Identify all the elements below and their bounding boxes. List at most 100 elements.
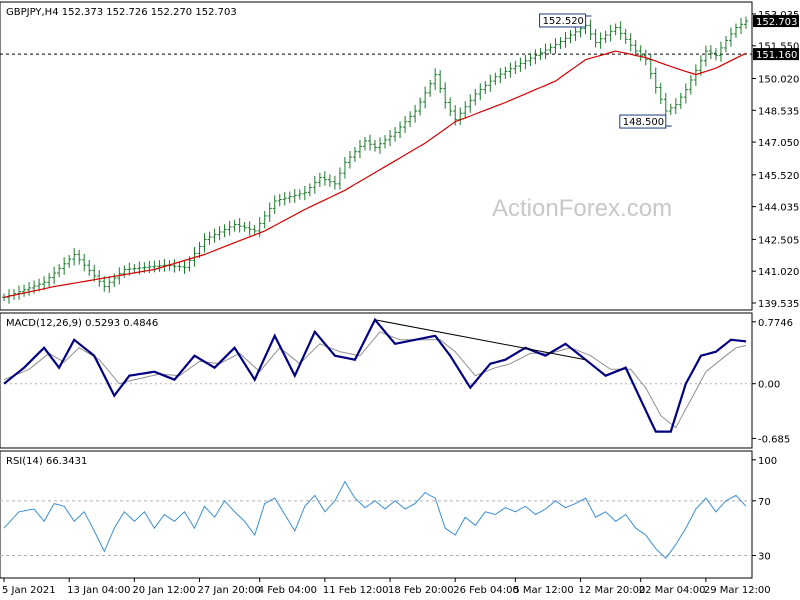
price-bar: [448, 97, 453, 117]
time-tick-label: 4 Feb 04:00: [258, 585, 317, 596]
price-annotation-label: 152.520: [543, 16, 584, 27]
price-tick-label: 141.020: [758, 267, 799, 278]
price-bar: [488, 74, 493, 92]
price-tick-label: 151.550: [758, 42, 799, 53]
price-bar: [538, 48, 543, 61]
time-tick-label: 22 Mar 04:00: [639, 585, 706, 596]
price-bar: [302, 185, 307, 201]
price-bar: [267, 202, 272, 222]
macd-tick-label: 0.00: [758, 380, 780, 391]
time-axis: 5 Jan 2021 13 Jan 04:00 20 Jan 12:00 27 Jan…: [2, 578, 771, 596]
price-bar: [27, 282, 32, 296]
time-tick-label: 11 Feb 12:00: [323, 585, 389, 596]
price-header: GBPJPY,H4 152.373 152.726 152.270 152.70…: [6, 7, 237, 18]
price-bar: [217, 226, 222, 241]
price-bar: [332, 175, 337, 190]
price-annotations: 152.520 148.500: [539, 13, 672, 129]
price-bar: [588, 19, 593, 40]
price-bar: [668, 103, 673, 116]
price-bar: [257, 217, 262, 238]
last-price-tag: 152.703: [753, 15, 799, 28]
price-bar: [367, 134, 372, 151]
time-tick-label: 27 Jan 20:00: [198, 585, 261, 596]
price-annotation-box: [619, 114, 667, 129]
price-bar: [388, 130, 393, 147]
price-annotation: 152.520: [539, 13, 592, 28]
rsi-line: [3, 480, 747, 559]
time-tick-label: 26 Feb 04:00: [453, 585, 519, 596]
last-price-tag-box: [753, 15, 799, 28]
price-bar: [342, 157, 347, 179]
price-tick-label: 142.505: [758, 235, 799, 246]
last-price-tag-text: 152.703: [756, 17, 797, 28]
price-bar: [593, 28, 598, 48]
price-bar: [733, 23, 738, 38]
rsi-tick-label: 30: [758, 552, 771, 563]
price-axis: 153.035151.550150.020148.535147.050145.5…: [752, 10, 799, 310]
price-tick-label: 147.050: [758, 138, 799, 149]
price-bar: [122, 265, 127, 278]
level-price-tag: 151.160: [753, 48, 799, 61]
level-price-tag-box: [753, 48, 799, 61]
price-bar: [57, 264, 62, 278]
price-bar: [242, 222, 247, 232]
time-tick-label: 18 Feb 20:00: [388, 585, 454, 596]
price-bar: [327, 174, 332, 187]
price-bar: [428, 79, 433, 97]
price-bar: [102, 276, 107, 292]
price-bar: [373, 140, 377, 152]
price-bar: [282, 192, 287, 206]
price-bar: [633, 39, 638, 57]
macd-trendline: [374, 319, 586, 361]
price-tick-label: 150.020: [758, 75, 799, 86]
price-bar: [543, 43, 548, 60]
price-bar: [653, 67, 658, 94]
price-bar: [423, 86, 428, 109]
price-bar: [513, 60, 518, 75]
price-bar: [312, 176, 317, 194]
price-bar: [172, 259, 177, 273]
price-bar: [628, 33, 633, 52]
price-bar: [232, 219, 237, 232]
macd-axis: 0.7746 0.00 -0.685: [752, 318, 793, 445]
level-price-tag-text: 151.160: [756, 50, 797, 61]
price-bar: [322, 171, 327, 186]
price-bar: [107, 276, 112, 293]
price-bar: [393, 127, 398, 142]
price-tick-label: 145.520: [758, 171, 799, 182]
time-tick-label: 5 Jan 2021: [2, 585, 56, 596]
price-tick-label: 139.535: [758, 299, 799, 310]
price-bar: [678, 92, 683, 109]
price-bar: [307, 183, 312, 197]
price-bars: [2, 16, 748, 304]
price-bar: [498, 67, 503, 84]
price-bar: [608, 24, 613, 42]
price-bar: [378, 137, 383, 154]
price-bar: [112, 273, 117, 287]
price-bar: [443, 82, 448, 109]
price-bar: [398, 121, 403, 139]
price-bar: [413, 104, 418, 123]
price-bar: [718, 41, 723, 62]
price-bar: [603, 30, 608, 44]
price-bar: [47, 272, 52, 288]
price-bar: [728, 27, 733, 47]
price-bar: [738, 17, 743, 34]
price-bar: [683, 83, 688, 104]
price-bar: [247, 221, 252, 236]
price-bar: [563, 31, 568, 48]
price-bar: [383, 135, 388, 149]
price-bar: [663, 92, 668, 118]
price-bar: [638, 45, 643, 62]
price-bar: [483, 81, 488, 94]
price-bar: [408, 111, 413, 127]
price-bar: [528, 52, 533, 66]
price-bar: [152, 260, 157, 273]
rsi-tick-label: 70: [758, 497, 771, 508]
price-bar: [67, 254, 72, 268]
price-bar: [418, 97, 423, 116]
price-bar: [42, 276, 47, 291]
time-tick-label: 13 Jan 04:00: [67, 585, 130, 596]
price-bar: [222, 224, 227, 238]
price-bar: [77, 249, 82, 265]
